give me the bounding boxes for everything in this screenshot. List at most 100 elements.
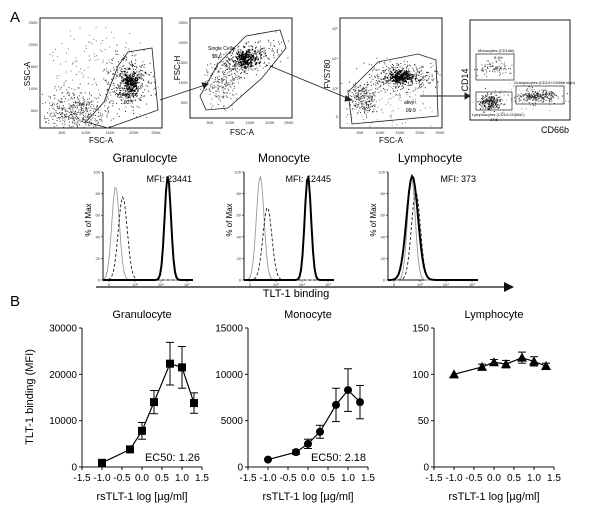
event-dot [391, 72, 393, 74]
event-dot [250, 62, 252, 64]
event-dot [380, 109, 382, 110]
event-dot [129, 67, 130, 69]
event-dot [63, 96, 65, 97]
event-dot [377, 73, 379, 75]
event-dot [62, 119, 64, 121]
event-dot [485, 65, 487, 67]
event-dot [237, 59, 239, 61]
event-dot [130, 85, 132, 87]
event-dot [246, 42, 248, 44]
event-dot [59, 120, 61, 122]
event-dot [491, 107, 493, 109]
event-dot [218, 98, 220, 100]
event-dot [395, 82, 397, 84]
event-dot [399, 96, 401, 98]
event-dot [223, 75, 225, 77]
event-dot [125, 56, 127, 58]
event-dot [384, 89, 386, 91]
event-dot [91, 107, 93, 109]
event-dot [113, 73, 114, 75]
event-dot [364, 111, 366, 113]
event-dot [66, 92, 68, 94]
event-dot [409, 96, 411, 98]
event-dot [112, 100, 114, 102]
event-dot [358, 110, 360, 112]
event-dot [132, 89, 134, 92]
event-dot [273, 45, 275, 47]
event-dot [222, 81, 223, 83]
event-dot [83, 115, 84, 117]
event-dot [69, 108, 71, 109]
event-dot [233, 68, 235, 70]
event-dot [408, 68, 410, 70]
event-dot [389, 68, 391, 70]
event-dot [365, 92, 367, 94]
event-dot [248, 41, 250, 43]
event-dot [106, 114, 108, 116]
event-dot [409, 78, 411, 80]
event-dot [362, 96, 364, 98]
event-dot [65, 98, 66, 100]
event-dot [128, 97, 130, 98]
event-dot [413, 77, 415, 79]
event-dot [503, 111, 505, 113]
event-dot [500, 89, 502, 91]
event-dot [414, 89, 416, 91]
event-dot [125, 59, 127, 60]
event-dot [99, 118, 101, 120]
event-dot [248, 62, 250, 63]
event-dot [64, 123, 66, 125]
event-dot [255, 53, 257, 55]
event-dot [69, 30, 71, 32]
tick-label: 50K [206, 120, 213, 125]
event-dot [107, 107, 109, 109]
event-dot [489, 64, 491, 65]
event-dot [55, 48, 56, 50]
event-dot [135, 93, 137, 95]
event-dot [371, 97, 373, 99]
event-dot [213, 81, 214, 83]
event-dot [355, 93, 357, 95]
event-dot [226, 72, 228, 74]
event-dot [497, 100, 499, 102]
event-dot [204, 89, 206, 91]
event-dot [422, 72, 424, 74]
event-dot [115, 53, 117, 55]
event-dot [399, 66, 401, 68]
event-dot [231, 52, 233, 54]
event-dot [496, 104, 498, 106]
event-dot [84, 122, 86, 124]
event-dot [485, 102, 487, 104]
event-dot [490, 106, 492, 107]
event-dot [495, 68, 497, 70]
event-dot [495, 67, 497, 69]
event-dot [412, 74, 414, 76]
event-dot [376, 88, 378, 90]
event-dot [261, 57, 263, 59]
event-dot [409, 110, 411, 112]
event-dot [396, 80, 398, 82]
event-dot [383, 82, 385, 84]
event-dot [121, 77, 123, 79]
event-dot [262, 47, 264, 49]
event-dot [387, 89, 389, 91]
event-dot [358, 97, 360, 99]
event-dot [225, 83, 227, 85]
event-dot [358, 92, 359, 94]
event-dot [221, 82, 223, 84]
event-dot [71, 126, 73, 128]
event-dot [137, 87, 139, 89]
event-dot [69, 121, 71, 123]
event-dot [413, 70, 415, 72]
event-dot [408, 70, 410, 72]
event-dot [389, 80, 391, 82]
event-dot [153, 89, 155, 90]
event-dot [129, 90, 131, 92]
event-dot [109, 46, 111, 48]
event-dot [135, 88, 138, 90]
x-tick-label: -0.5 [465, 473, 483, 484]
event-dot [551, 100, 553, 102]
event-dot [83, 121, 85, 123]
histogram-binding-curve [103, 176, 193, 281]
event-dot [119, 74, 121, 76]
